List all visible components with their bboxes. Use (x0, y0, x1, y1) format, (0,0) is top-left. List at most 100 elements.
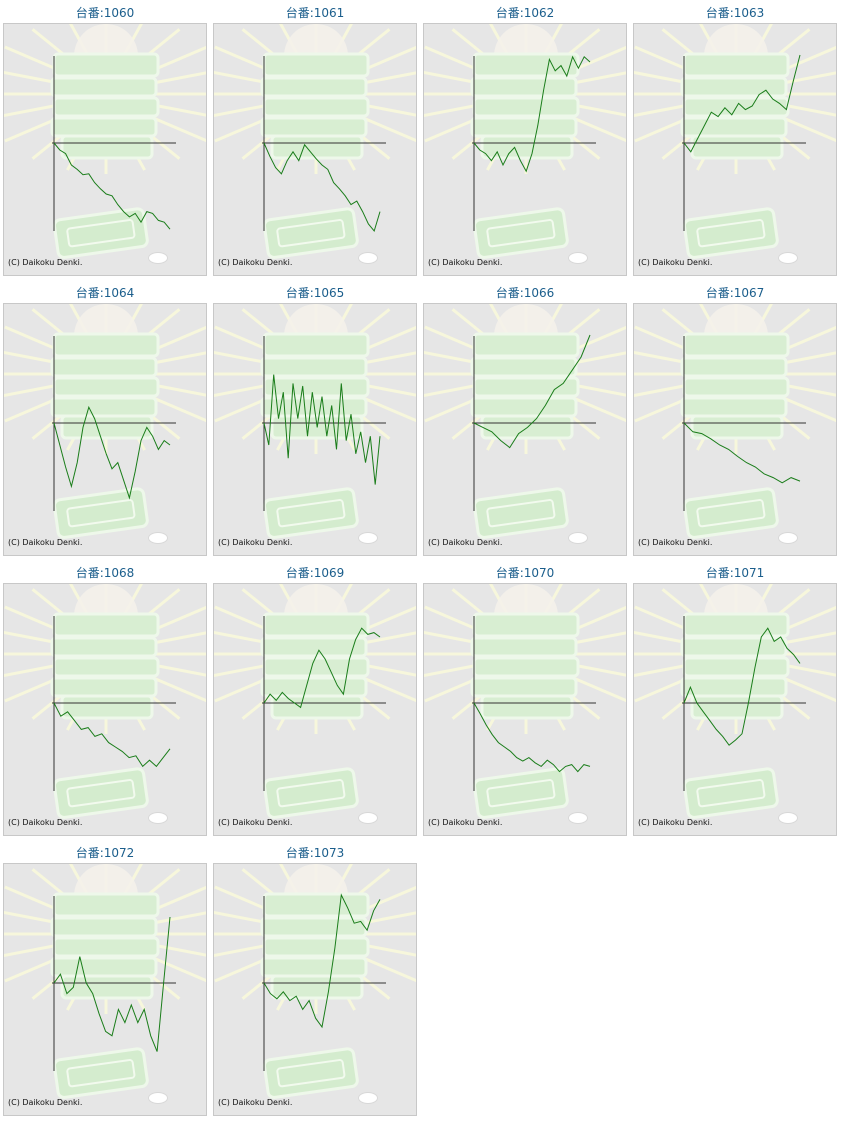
bg-tray-5 (480, 134, 574, 160)
chart-svg (214, 584, 416, 819)
coin-icon (358, 532, 378, 544)
background-illustration (214, 24, 416, 259)
chart-title[interactable]: 台番:1071 (705, 566, 765, 580)
data-line (683, 54, 801, 153)
bg-box (682, 767, 779, 819)
ray (143, 71, 206, 87)
bg-tray-2 (260, 916, 368, 938)
bg-tray-1 (262, 892, 370, 918)
bg-tray-2 (680, 356, 788, 378)
chart-cell: 台番:1069 (213, 564, 417, 842)
chart-cell: 台番:1071 (633, 564, 837, 842)
chart-cell: 台番:1070 (423, 564, 627, 842)
chart-title[interactable]: 台番:1067 (705, 286, 765, 300)
bg-box (52, 207, 149, 259)
background-illustration (4, 304, 206, 539)
copyright-text: (C) Daikoku Denki. (8, 818, 83, 827)
ray (773, 71, 836, 87)
copyright-text: (C) Daikoku Denki. (638, 818, 713, 827)
bg-tray-3 (262, 96, 370, 118)
data-line (263, 374, 381, 485)
bg-box (472, 767, 569, 819)
bg-tray-2 (260, 76, 368, 98)
chart-cell: 台番:1067 (633, 284, 837, 562)
chart-panel: (C) Daikoku Denki. (213, 303, 417, 556)
chart-title[interactable]: 台番:1070 (495, 566, 555, 580)
chart-cell: 台番:1073 (213, 844, 417, 1122)
chart-panel: (C) Daikoku Denki. (633, 23, 837, 276)
copyright-text: (C) Daikoku Denki. (428, 538, 503, 547)
coin-icon (358, 1092, 378, 1104)
data-line (473, 334, 591, 449)
chart-panel: (C) Daikoku Denki. (423, 23, 627, 276)
data-line (683, 627, 801, 746)
copyright-text: (C) Daikoku Denki. (8, 258, 83, 267)
background-illustration (634, 24, 836, 259)
chart-svg (634, 584, 836, 819)
bg-tray-3 (52, 376, 160, 398)
background-illustration (634, 304, 836, 539)
ray (143, 351, 206, 367)
bg-box (682, 487, 779, 539)
copyright-text: (C) Daikoku Denki. (638, 258, 713, 267)
bg-tray-3 (52, 656, 160, 678)
coin-icon (778, 532, 798, 544)
chart-title[interactable]: 台番:1068 (75, 566, 135, 580)
copyright-text: (C) Daikoku Denki. (218, 538, 293, 547)
bg-tray-5 (60, 974, 154, 1000)
data-line (473, 702, 591, 773)
bg-tray-4 (50, 956, 158, 978)
bg-tray-5 (270, 974, 364, 1000)
bg-box (262, 487, 359, 539)
bg-tray-2 (50, 76, 158, 98)
ray (773, 631, 836, 647)
bg-tray-2 (470, 636, 578, 658)
bg-tray-3 (262, 656, 370, 678)
chart-title[interactable]: 台番:1060 (75, 6, 135, 20)
chart-title[interactable]: 台番:1061 (285, 6, 345, 20)
ray (353, 911, 416, 927)
bg-tray-1 (52, 612, 160, 638)
bg-tray-4 (50, 396, 158, 418)
chart-title[interactable]: 台番:1073 (285, 846, 345, 860)
chart-panel: (C) Daikoku Denki. (213, 863, 417, 1116)
chart-svg (214, 304, 416, 539)
data-line (473, 55, 591, 173)
chart-title[interactable]: 台番:1065 (285, 286, 345, 300)
chart-title[interactable]: 台番:1066 (495, 286, 555, 300)
bg-tray-1 (682, 332, 790, 358)
chart-title[interactable]: 台番:1069 (285, 566, 345, 580)
background-illustration (4, 864, 206, 1099)
bg-box (682, 207, 779, 259)
chart-svg (214, 24, 416, 259)
chart-cell: 台番:1062 (423, 4, 627, 282)
data-line (263, 142, 381, 233)
chart-cell: 台番:1061 (213, 4, 417, 282)
bg-box (472, 487, 569, 539)
data-line (263, 893, 381, 1029)
bg-tray-4 (680, 676, 788, 698)
copyright-text: (C) Daikoku Denki. (218, 818, 293, 827)
data-line (53, 916, 171, 1052)
coin-icon (148, 1092, 168, 1104)
bg-tray-1 (262, 52, 370, 78)
background-illustration (214, 304, 416, 539)
chart-svg (4, 864, 206, 1099)
bg-tray-2 (50, 356, 158, 378)
copyright-text: (C) Daikoku Denki. (428, 818, 503, 827)
data-line (53, 142, 171, 230)
bg-tray-4 (470, 396, 578, 418)
ray (563, 631, 626, 647)
chart-title[interactable]: 台番:1062 (495, 6, 555, 20)
chart-cell: 台番:1072 (3, 844, 207, 1122)
chart-title[interactable]: 台番:1072 (75, 846, 135, 860)
chart-title[interactable]: 台番:1064 (75, 286, 135, 300)
background-illustration (424, 584, 626, 819)
chart-svg (634, 24, 836, 259)
bg-tray-3 (262, 936, 370, 958)
copyright-text: (C) Daikoku Denki. (8, 1098, 83, 1107)
background-illustration (634, 584, 836, 819)
bg-tray-5 (480, 414, 574, 440)
chart-title[interactable]: 台番:1063 (705, 6, 765, 20)
coin-icon (148, 252, 168, 264)
